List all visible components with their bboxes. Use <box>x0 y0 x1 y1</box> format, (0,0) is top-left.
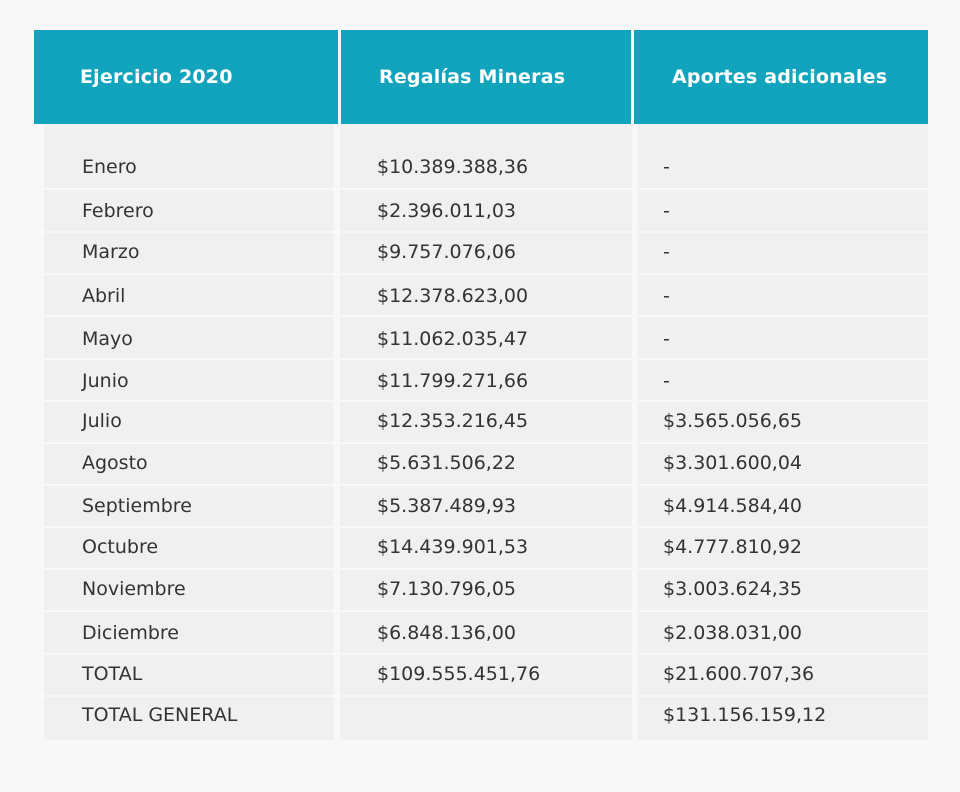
cell-regalias: $109.555.451,76 <box>377 663 541 685</box>
cell-ejercicio: Enero <box>82 156 137 178</box>
table-header: Ejercicio 2020 Regalías Mineras Aportes … <box>34 30 928 124</box>
cell-ejercicio: Agosto <box>82 452 148 474</box>
header-aportes: Aportes adicionales <box>672 66 888 88</box>
cell-ejercicio: Febrero <box>82 200 154 222</box>
row-divider <box>44 442 928 444</box>
cell-regalias: $14.439.901,53 <box>377 536 529 558</box>
row-divider <box>44 315 928 317</box>
header-ejercicio: Ejercicio 2020 <box>80 66 233 88</box>
column-ejercicio <box>44 124 334 740</box>
cell-aportes: $4.914.584,40 <box>663 495 803 517</box>
cell-ejercicio: Abril <box>82 285 126 307</box>
cell-regalias: $12.378.623,00 <box>377 285 529 307</box>
cell-aportes: $3.301.600,04 <box>663 452 803 474</box>
row-divider <box>44 526 928 528</box>
cell-regalias: $12.353.216,45 <box>377 410 529 432</box>
header-divider <box>338 30 341 124</box>
column-aportes <box>638 124 928 740</box>
cell-regalias: $5.387.489,93 <box>377 495 517 517</box>
cell-aportes: $21.600.707,36 <box>663 663 815 685</box>
header-divider <box>631 30 634 124</box>
cell-regalias: $11.799.271,66 <box>377 370 529 392</box>
cell-regalias: $11.062.035,47 <box>377 328 529 350</box>
cell-regalias: $10.389.388,36 <box>377 156 529 178</box>
cell-ejercicio: Julio <box>82 410 122 432</box>
cell-ejercicio: Diciembre <box>82 622 179 644</box>
cell-ejercicio: Junio <box>82 370 129 392</box>
cell-aportes: $4.777.810,92 <box>663 536 803 558</box>
row-divider <box>44 484 928 486</box>
cell-aportes: - <box>663 328 670 350</box>
cell-aportes: $2.038.031,00 <box>663 622 803 644</box>
cell-ejercicio: TOTAL <box>82 663 143 685</box>
row-divider <box>44 273 928 275</box>
row-divider <box>44 695 928 697</box>
cell-regalias: $7.130.796,05 <box>377 578 517 600</box>
cell-ejercicio: Octubre <box>82 536 159 558</box>
cell-aportes: $3.565.056,65 <box>663 410 803 432</box>
table-body: Enero $10.389.388,36 - Febrero $2.396.011,03… <box>44 124 928 740</box>
cell-regalias: $2.396.011,03 <box>377 200 517 222</box>
cell-regalias: $6.848.136,00 <box>377 622 517 644</box>
column-regalias <box>340 124 632 740</box>
row-divider <box>44 231 928 233</box>
cell-aportes: $131.156.159,12 <box>663 704 827 726</box>
cell-aportes: $3.003.624,35 <box>663 578 803 600</box>
cell-ejercicio: Septiembre <box>82 495 192 517</box>
row-divider <box>44 568 928 570</box>
row-divider <box>44 188 928 190</box>
row-divider <box>44 400 928 402</box>
row-divider <box>44 358 928 360</box>
cell-ejercicio: Mayo <box>82 328 133 350</box>
row-divider <box>44 610 928 612</box>
cell-ejercicio: Noviembre <box>82 578 186 600</box>
cell-aportes: - <box>663 370 670 392</box>
row-divider <box>44 653 928 655</box>
cell-ejercicio: TOTAL GENERAL <box>82 704 238 726</box>
cell-regalias: $5.631.506,22 <box>377 452 517 474</box>
cell-aportes: - <box>663 285 670 307</box>
cell-aportes: - <box>663 156 670 178</box>
header-regalias: Regalías Mineras <box>379 66 566 88</box>
cell-ejercicio: Marzo <box>82 241 140 263</box>
cell-regalias: $9.757.076,06 <box>377 241 517 263</box>
cell-aportes: - <box>663 200 670 222</box>
cell-aportes: - <box>663 241 670 263</box>
